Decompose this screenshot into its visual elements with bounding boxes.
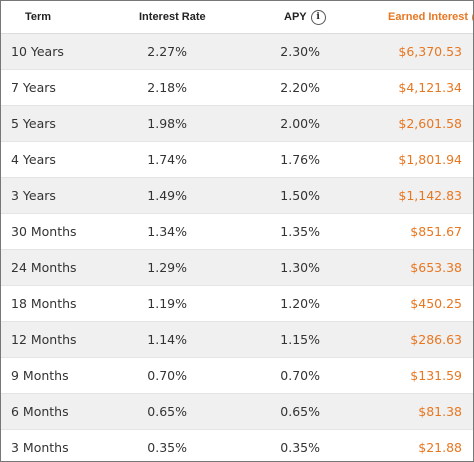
earned-interest-cell: $653.38 bbox=[410, 260, 462, 275]
earned-interest-cell: $851.67 bbox=[410, 224, 462, 239]
table-row: 7 Years 2.18% 2.20% $4,121.34 bbox=[1, 70, 473, 106]
earned-interest-cell: $1,142.83 bbox=[398, 188, 462, 203]
earned-interest-cell: $81.38 bbox=[418, 404, 462, 419]
interest-rate-cell: 2.18% bbox=[147, 80, 187, 95]
interest-rate-cell: 1.34% bbox=[147, 224, 187, 239]
term-cell: 3 Years bbox=[11, 188, 56, 203]
earned-interest-cell: $286.63 bbox=[410, 332, 462, 347]
term-cell: 10 Years bbox=[11, 44, 64, 59]
term-cell: 5 Years bbox=[11, 116, 56, 131]
term-column-header[interactable]: Term bbox=[25, 11, 52, 23]
table-row: 18 Months 1.19% 1.20% $450.25 bbox=[1, 286, 473, 322]
term-cell: 12 Months bbox=[11, 332, 77, 347]
apy-cell: 1.20% bbox=[280, 296, 320, 311]
earned-header-label[interactable]: Earned Interest bbox=[388, 11, 469, 23]
apy-cell: 1.76% bbox=[280, 152, 320, 167]
apy-cell: 2.20% bbox=[280, 80, 320, 95]
apy-cell: 2.30% bbox=[280, 44, 320, 59]
apy-cell: 0.65% bbox=[280, 404, 320, 419]
table-row: 3 Months 0.35% 0.35% $21.88 bbox=[1, 430, 473, 461]
earned-interest-cell: $131.59 bbox=[410, 368, 462, 383]
apy-header-label[interactable]: APY bbox=[284, 11, 307, 23]
table-row: 24 Months 1.29% 1.30% $653.38 bbox=[1, 250, 473, 286]
earned-interest-cell: $4,121.34 bbox=[398, 80, 462, 95]
interest-rate-cell: 1.19% bbox=[147, 296, 187, 311]
interest-rate-cell: 0.35% bbox=[147, 440, 187, 455]
interest-rate-column-header[interactable]: Interest Rate bbox=[139, 11, 206, 23]
interest-rate-cell: 1.49% bbox=[147, 188, 187, 203]
earned-interest-cell: $2,601.58 bbox=[398, 116, 462, 131]
term-cell: 24 Months bbox=[11, 260, 77, 275]
term-cell: 9 Months bbox=[11, 368, 69, 383]
table-row: 30 Months 1.34% 1.35% $851.67 bbox=[1, 214, 473, 250]
earned-interest-cell: $1,801.94 bbox=[398, 152, 462, 167]
apy-column-header: APY i bbox=[284, 1, 326, 33]
interest-rate-cell: 1.98% bbox=[147, 116, 187, 131]
table-row: 9 Months 0.70% 0.70% $131.59 bbox=[1, 358, 473, 394]
table-row: 6 Months 0.65% 0.65% $81.38 bbox=[1, 394, 473, 430]
interest-rate-cell: 1.14% bbox=[147, 332, 187, 347]
apy-info-icon[interactable]: i bbox=[310, 9, 326, 25]
earned-interest-cell: $450.25 bbox=[410, 296, 462, 311]
apy-cell: 0.35% bbox=[280, 440, 320, 455]
term-cell: 18 Months bbox=[11, 296, 77, 311]
table-row: 5 Years 1.98% 2.00% $2,601.58 bbox=[1, 106, 473, 142]
interest-rate-cell: 0.65% bbox=[147, 404, 187, 419]
term-cell: 4 Years bbox=[11, 152, 56, 167]
earned-interest-column-header: Earned Interesti bbox=[388, 1, 473, 33]
apy-cell: 1.15% bbox=[280, 332, 320, 347]
apy-cell: 1.50% bbox=[280, 188, 320, 203]
interest-rate-cell: 1.74% bbox=[147, 152, 187, 167]
term-cell: 7 Years bbox=[11, 80, 56, 95]
earned-interest-cell: $6,370.53 bbox=[398, 44, 462, 59]
term-cell: 3 Months bbox=[11, 440, 69, 455]
table-row: 10 Years 2.27% 2.30% $6,370.53 bbox=[1, 34, 473, 70]
table-body: 10 Years 2.27% 2.30% $6,370.53 7 Years 2.18% 2… bbox=[1, 34, 473, 461]
apy-cell: 1.30% bbox=[280, 260, 320, 275]
term-cell: 6 Months bbox=[11, 404, 69, 419]
interest-rate-cell: 0.70% bbox=[147, 368, 187, 383]
apy-cell: 0.70% bbox=[280, 368, 320, 383]
apy-cell: 2.00% bbox=[280, 116, 320, 131]
table-row: 4 Years 1.74% 1.76% $1,801.94 bbox=[1, 142, 473, 178]
interest-rate-cell: 2.27% bbox=[147, 44, 187, 59]
interest-rate-cell: 1.29% bbox=[147, 260, 187, 275]
table-row: 12 Months 1.14% 1.15% $286.63 bbox=[1, 322, 473, 358]
apy-cell: 1.35% bbox=[280, 224, 320, 239]
table-row: 3 Years 1.49% 1.50% $1,142.83 bbox=[1, 178, 473, 214]
earned-interest-cell: $21.88 bbox=[418, 440, 462, 455]
term-cell: 30 Months bbox=[11, 224, 77, 239]
